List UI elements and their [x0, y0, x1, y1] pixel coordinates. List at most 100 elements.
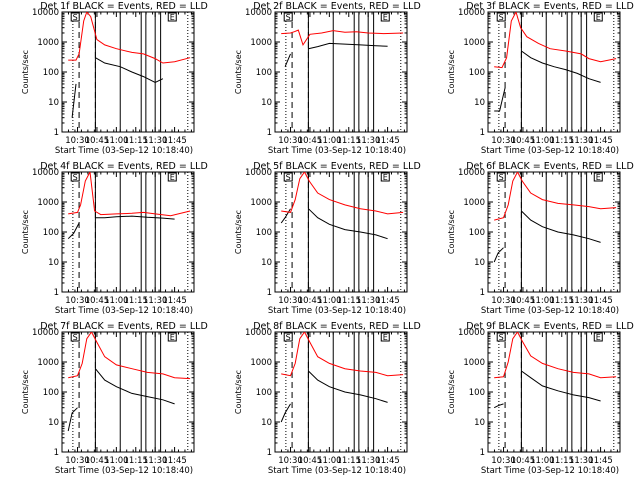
x-tick-label: 11:00: [317, 136, 342, 146]
plot-frame: [274, 11, 408, 133]
x-tick-label: 11:30: [569, 456, 594, 466]
end-marker-label: E: [170, 173, 175, 182]
series-lld-line: [494, 332, 617, 379]
plot-frame: [487, 331, 621, 453]
y-tick-label: 10000: [245, 168, 272, 178]
x-axis-label: Start Time (03-Sep-12 10:18:40): [55, 146, 193, 156]
end-marker-label: E: [383, 13, 388, 22]
y-axis-label: Counts/sec: [234, 50, 243, 94]
panel-4: Det 4f BLACK = Events, RED = LLD 1 10 100 10…: [21, 161, 208, 316]
panel-1: Det 1f BLACK = Events, RED = LLD 1 10 100 10…: [21, 1, 208, 156]
plot-frame: [61, 11, 195, 133]
y-tick-label: 10: [48, 258, 59, 268]
x-axis-label: Start Time (03-Sep-12 10:18:40): [481, 466, 619, 476]
x-tick-label: 11:00: [530, 456, 555, 466]
x-tick-label: 10:30: [491, 136, 516, 146]
x-axis-label: Start Time (03-Sep-12 10:18:40): [481, 306, 619, 316]
end-marker-label: E: [383, 173, 388, 182]
x-tick-label: 11:15: [337, 296, 362, 306]
x-tick-label: 11:00: [530, 136, 555, 146]
x-tick-label: 11:30: [356, 296, 381, 306]
series-events-line: [67, 215, 175, 240]
y-tick-label: 1000: [37, 358, 59, 368]
y-axis-label: Counts/sec: [234, 370, 243, 414]
y-tick-label: 100: [256, 228, 272, 238]
y-tick-label: 10: [261, 98, 272, 108]
panel-3: Det 3f BLACK = Events, RED = LLD 1 10 100 10…: [447, 1, 634, 156]
x-tick-label: 11:45: [162, 136, 187, 146]
x-tick-label: 11:15: [550, 296, 575, 306]
series-events-line: [494, 50, 601, 112]
panel-title: Det 2f BLACK = Events, RED = LLD: [253, 1, 421, 12]
x-tick-label: 11:00: [317, 296, 342, 306]
y-axis-label: Counts/sec: [21, 370, 30, 414]
series-lld-line: [68, 12, 191, 64]
x-tick-label: 11:15: [550, 136, 575, 146]
panel-title: Det 3f BLACK = Events, RED = LLD: [466, 1, 634, 12]
x-tick-label: 11:15: [124, 456, 149, 466]
end-marker-box: [167, 332, 177, 342]
x-tick-label: 10:45: [511, 136, 536, 146]
x-tick-label: 11:00: [104, 136, 129, 146]
x-tick-label: 10:45: [298, 296, 323, 306]
panel-7: Det 7f BLACK = Events, RED = LLD 1 10 100 10…: [21, 321, 208, 476]
y-axis-label: Counts/sec: [447, 370, 456, 414]
y-tick-label: 1: [267, 448, 272, 458]
panel-title: Det 1f BLACK = Events, RED = LLD: [40, 1, 208, 12]
end-marker-label: E: [596, 13, 601, 22]
y-tick-label: 10000: [458, 8, 485, 18]
x-tick-label: 10:45: [85, 456, 110, 466]
y-tick-label: 1: [480, 288, 485, 298]
start-marker-label: S: [73, 13, 78, 22]
series-lld-line: [494, 172, 617, 221]
y-tick-label: 100: [469, 68, 485, 78]
x-tick-label: 10:30: [278, 456, 303, 466]
x-tick-label: 11:15: [337, 136, 362, 146]
x-tick-label: 11:30: [143, 456, 168, 466]
y-axis-label: Counts/sec: [21, 50, 30, 94]
series-lld-line: [494, 12, 617, 69]
plot-frame: [487, 171, 621, 293]
start-marker-label: S: [286, 173, 291, 182]
panel-title: Det 4f BLACK = Events, RED = LLD: [40, 161, 208, 172]
y-tick-label: 1000: [463, 358, 485, 368]
panel-title: Det 9f BLACK = Events, RED = LLD: [466, 321, 634, 332]
y-axis-label: Counts/sec: [447, 210, 456, 254]
x-tick-label: 11:15: [124, 296, 149, 306]
start-marker-label: S: [499, 173, 504, 182]
panel-2: Det 2f BLACK = Events, RED = LLD 1 10 100 10…: [234, 1, 421, 156]
x-tick-label: 11:45: [375, 456, 400, 466]
end-marker-label: E: [170, 13, 175, 22]
y-tick-label: 10000: [32, 328, 59, 338]
plot-frame: [274, 171, 408, 293]
start-marker-box: [496, 12, 506, 22]
y-tick-label: 1000: [250, 38, 272, 48]
x-axis-label: Start Time (03-Sep-12 10:18:40): [481, 146, 619, 156]
y-tick-label: 10000: [458, 328, 485, 338]
plot-frame: [274, 331, 408, 453]
end-marker-box: [167, 172, 177, 182]
panel-title: Det 8f BLACK = Events, RED = LLD: [253, 321, 421, 332]
panel-6: Det 6f BLACK = Events, RED = LLD 1 10 100 10…: [447, 161, 634, 316]
end-marker-label: E: [170, 333, 175, 342]
x-tick-label: 10:45: [298, 136, 323, 146]
end-marker-box: [167, 12, 177, 22]
series-lld-line: [68, 332, 191, 380]
start-marker-label: S: [286, 333, 291, 342]
series-events-line: [280, 370, 388, 423]
y-tick-label: 100: [256, 68, 272, 78]
y-tick-label: 1000: [463, 38, 485, 48]
x-tick-label: 11:00: [530, 296, 555, 306]
start-marker-label: S: [286, 13, 291, 22]
x-axis-label: Start Time (03-Sep-12 10:18:40): [268, 146, 406, 156]
start-marker-box: [283, 172, 293, 182]
end-marker-box: [380, 172, 390, 182]
x-tick-label: 10:45: [85, 296, 110, 306]
x-tick-label: 11:45: [588, 136, 613, 146]
y-tick-label: 1000: [37, 198, 59, 208]
x-tick-label: 11:45: [162, 296, 187, 306]
y-tick-label: 1: [267, 288, 272, 298]
end-marker-label: E: [383, 333, 388, 342]
y-tick-label: 10: [261, 258, 272, 268]
x-tick-label: 11:30: [356, 456, 381, 466]
